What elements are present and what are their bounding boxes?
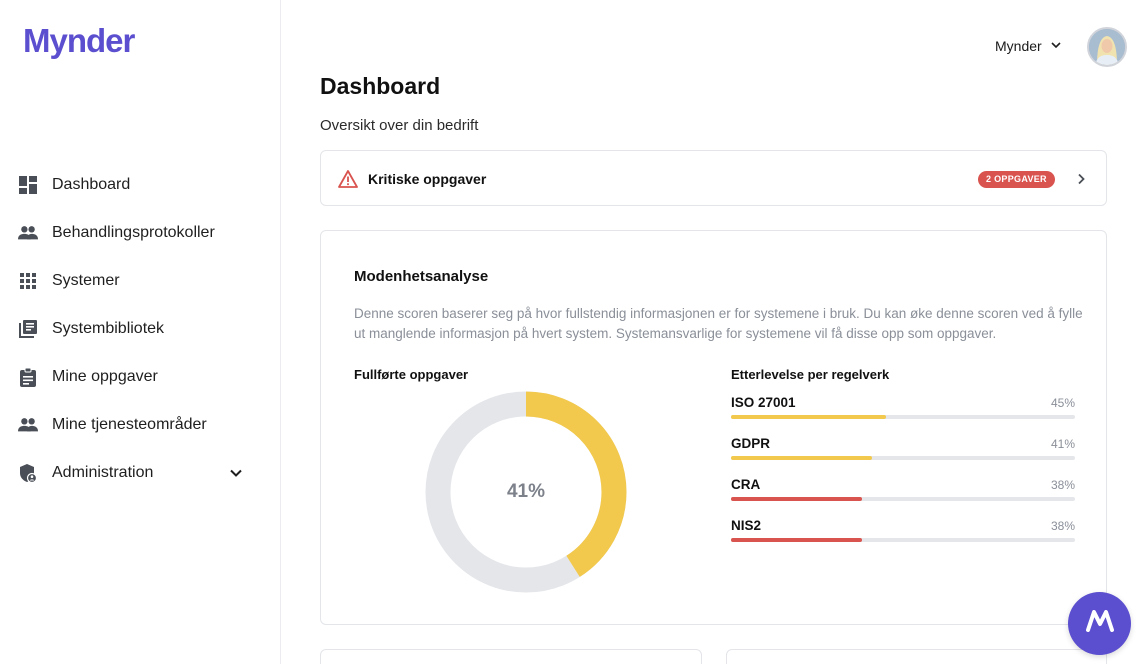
chevron-down-icon[interactable]: [228, 465, 244, 481]
sidebar-item-mine-oppgaver[interactable]: Mine oppgaver: [0, 357, 280, 397]
regulation-track: [731, 456, 1075, 460]
page-subtitle: Oversikt over din bedrift: [320, 117, 479, 134]
sidebar-item-dashboard[interactable]: Dashboard: [0, 165, 280, 205]
sidebar-item-systemer[interactable]: Systemer: [0, 261, 280, 301]
sidebar-item-label: Systemer: [52, 272, 120, 289]
people-icon: [18, 223, 38, 243]
maturity-analysis-card: Modenhetsanalyse Denne scoren baserer se…: [320, 230, 1107, 625]
critical-tasks-label: Kritiske oppgaver: [368, 171, 487, 187]
regulation-fill: [731, 497, 862, 501]
regulation-name: CRA: [731, 477, 761, 492]
sidebar-item-label: Mine oppgaver: [52, 368, 158, 385]
regulation-name: ISO 27001: [731, 395, 796, 410]
mynder-assistant-button[interactable]: [1068, 592, 1131, 655]
sidebar-item-label: Systembibliotek: [52, 320, 165, 337]
mynder-logo[interactable]: Mynder: [23, 22, 135, 59]
maturity-description: Denne scoren baserer seg på hvor fullste…: [354, 306, 1083, 341]
chevron-right-icon[interactable]: [1073, 171, 1089, 187]
chevron-down-icon: [1050, 38, 1062, 54]
bottom-card-left: [320, 649, 702, 664]
bottom-card-right: [726, 649, 1107, 664]
user-menu-label: Mynder: [995, 38, 1042, 54]
clipboard-icon: [18, 367, 38, 387]
people-icon: [18, 415, 38, 435]
completed-tasks-percent: 41%: [506, 481, 546, 502]
user-menu[interactable]: Mynder: [995, 38, 1062, 54]
avatar[interactable]: [1087, 27, 1127, 67]
regulation-track: [731, 538, 1075, 542]
donut-fill: [425, 391, 627, 593]
sidebar-item-label: Behandlingsprotokoller: [52, 224, 215, 241]
maturity-title: Modenhetsanalyse: [354, 268, 489, 285]
sidebar: Mynder Dashboard Behandlingsprotokoller …: [0, 0, 281, 664]
regulation-percent: 38%: [1050, 478, 1075, 492]
page-title: Dashboard: [320, 73, 441, 99]
regulation-fill: [731, 538, 862, 542]
regulation-row-iso27001: ISO 27001 45%: [731, 395, 1075, 435]
regulation-name: GDPR: [731, 436, 771, 451]
sidebar-item-label: Mine tjenesteområder: [52, 416, 207, 433]
regulation-fill: [731, 415, 886, 419]
sidebar-item-label: Dashboard: [52, 176, 131, 193]
completed-tasks-title: Fullførte oppgaver: [354, 367, 469, 382]
regulation-percent: 38%: [1050, 519, 1075, 533]
regulation-row-gdpr: GDPR 41%: [731, 436, 1075, 476]
sidebar-item-label: Administration: [52, 464, 154, 481]
sidebar-item-systembibliotek[interactable]: Systembibliotek: [0, 309, 280, 349]
critical-tasks-badge: 2 OPPGAVER: [978, 171, 1055, 188]
apps-grid-icon: [18, 271, 38, 291]
regulation-name: NIS2: [731, 518, 762, 533]
regulation-fill: [731, 456, 873, 460]
regulation-percent: 45%: [1050, 396, 1075, 410]
completed-tasks-donut: [425, 391, 627, 593]
regulation-track: [731, 415, 1075, 419]
mynder-logo-icon: [1085, 610, 1114, 637]
admin-shield-icon: [18, 463, 38, 483]
warning-triangle-icon: [338, 169, 358, 189]
sidebar-item-behandlingsprotokoller[interactable]: Behandlingsprotokoller: [0, 213, 280, 253]
library-icon: [18, 319, 38, 339]
regulation-row-nis2: NIS2 38%: [731, 518, 1075, 558]
regulation-percent: 41%: [1050, 437, 1075, 451]
critical-tasks-card[interactable]: Kritiske oppgaver 2 OPPGAVER: [320, 150, 1107, 206]
sidebar-item-mine-tjenesteomrader[interactable]: Mine tjenesteområder: [0, 405, 280, 445]
compliance-title: Etterlevelse per regelverk: [731, 367, 890, 382]
sidebar-item-administration[interactable]: Administration: [0, 453, 280, 493]
regulation-row-cra: CRA 38%: [731, 477, 1075, 517]
dashboard-icon: [18, 175, 38, 195]
regulation-track: [731, 497, 1075, 501]
